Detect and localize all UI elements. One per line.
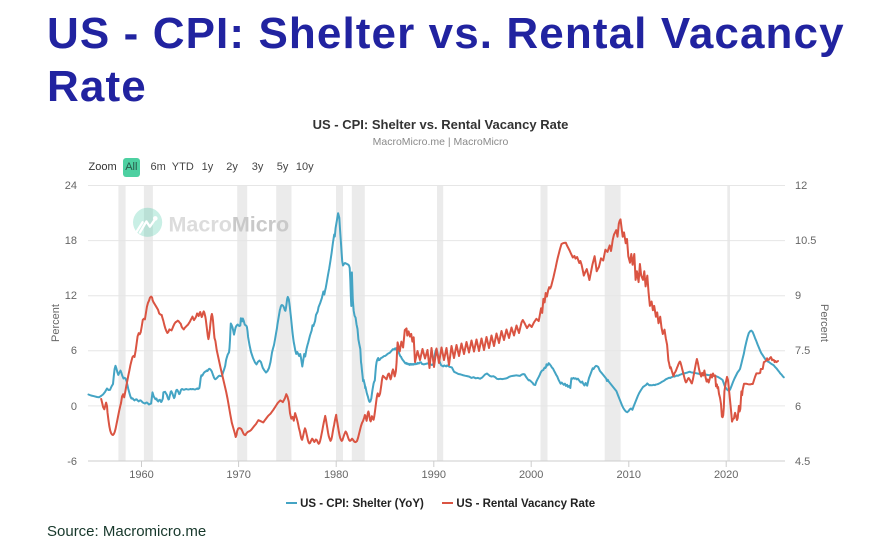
svg-text:MacroMicro: MacroMicro (169, 213, 290, 237)
